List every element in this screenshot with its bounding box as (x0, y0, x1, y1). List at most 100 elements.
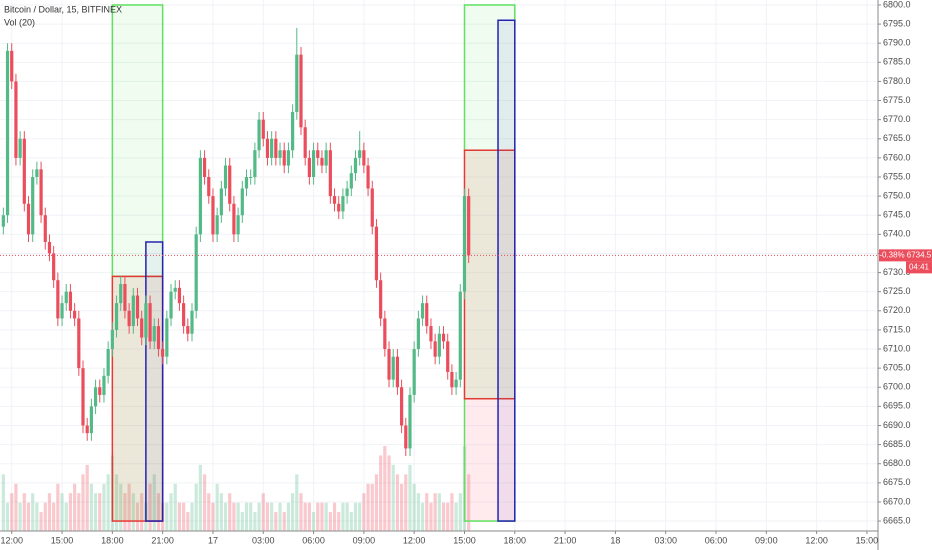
x-tick-label: 06:00 (302, 535, 325, 545)
candle-body (39, 169, 43, 216)
candle-body (152, 326, 156, 342)
x-tick-label: 18 (610, 535, 620, 545)
y-tick-label: 6760.0 (883, 152, 911, 162)
candle-body (190, 310, 194, 334)
candle-body (416, 318, 420, 350)
volume-bar (93, 493, 98, 531)
candle-body (391, 356, 395, 380)
candle-body (303, 127, 307, 158)
candle-body (370, 188, 374, 227)
volume-bar (311, 512, 316, 531)
x-tick-label: 12:00 (403, 535, 426, 545)
candle-body (207, 177, 211, 197)
volume-bar (186, 512, 190, 531)
candle-body (173, 287, 177, 292)
candle-body (257, 119, 261, 151)
candle-body (332, 196, 337, 204)
candle-body (291, 112, 295, 151)
candle-body (404, 425, 408, 449)
y-tick-label: 6705.0 (883, 363, 911, 373)
volume-bar (278, 502, 282, 531)
candle-body (202, 157, 207, 177)
volume-bar (337, 512, 341, 531)
volume-bar (198, 464, 202, 531)
volume-bar (39, 512, 43, 531)
candle-body (169, 291, 173, 319)
candle-body (140, 318, 144, 338)
candle-body (194, 234, 198, 311)
position-zone (463, 149, 516, 400)
volume-legend: Vol (20) (4, 17, 35, 27)
candle-body (31, 177, 35, 235)
volume-bar (454, 502, 458, 531)
candle-body (73, 310, 77, 319)
candle-body (311, 150, 316, 177)
x-tick-label: 12:00 (0, 535, 23, 545)
x-tick-label: 21:00 (554, 535, 577, 545)
volume-bar (22, 493, 26, 531)
candle-body (383, 318, 387, 350)
candle-body (328, 150, 332, 197)
candle-body (26, 203, 31, 235)
candle-body (240, 188, 244, 216)
volume-bar (1, 474, 5, 531)
volume-bar (391, 464, 395, 531)
volume-bar (182, 502, 186, 531)
volume-bar (274, 512, 278, 531)
volume-bar (408, 464, 412, 531)
x-tick-label: 03:00 (654, 535, 677, 545)
volume-bar (14, 483, 18, 531)
candle-body (433, 341, 437, 357)
volume-bar (165, 502, 169, 531)
last-price-label: 6734.5 (907, 250, 932, 259)
candle-body (89, 406, 93, 434)
y-tick-label: 6725.0 (883, 286, 911, 296)
candle-body (353, 157, 358, 174)
volume-bar (420, 502, 425, 531)
volume-bar (148, 483, 152, 531)
y-tick-label: 6675.0 (883, 477, 911, 487)
volume-bar (458, 493, 462, 531)
volume-bar (425, 493, 429, 531)
countdown-label: 04:41 (909, 262, 930, 271)
candle-body (307, 157, 311, 177)
candle-body (253, 150, 257, 177)
candle-body (425, 303, 429, 327)
volume-bar (437, 493, 441, 531)
candle-body (98, 387, 102, 395)
candle-body (123, 284, 127, 311)
candle-body (265, 138, 270, 158)
volume-bar (441, 502, 446, 531)
volume-bar (353, 502, 358, 531)
volume-bar (299, 493, 303, 531)
y-tick-label: 6700.0 (883, 382, 911, 392)
candle-body (177, 287, 182, 304)
volume-bar (324, 502, 328, 531)
y-tick-label: 6780.0 (883, 76, 911, 86)
x-tick-label: 09:00 (755, 535, 778, 545)
y-tick-label: 6770.0 (883, 114, 911, 124)
candle-body (358, 150, 362, 158)
candle-body (5, 50, 10, 216)
x-tick-label: 15:00 (51, 535, 74, 545)
volume-bar (119, 483, 123, 531)
candle-body (85, 425, 89, 434)
volume-bar (362, 493, 366, 531)
x-tick-label: 18:00 (101, 535, 124, 545)
volume-bar (207, 493, 211, 531)
volume-bar (68, 493, 73, 531)
candle-body (345, 188, 349, 197)
candle-body (18, 138, 22, 158)
volume-bar (64, 502, 68, 531)
volume-bar (433, 493, 437, 531)
volume-bar (282, 512, 286, 531)
volume-bar (202, 474, 207, 531)
change-badge (879, 249, 906, 262)
candle-body (211, 196, 215, 235)
y-tick-label: 6750.0 (883, 190, 911, 200)
y-tick-label: 6795.0 (883, 18, 911, 28)
volume-bar (5, 502, 10, 531)
candle-body (35, 169, 39, 177)
candle-body (316, 150, 320, 158)
volume-bar (177, 502, 182, 531)
